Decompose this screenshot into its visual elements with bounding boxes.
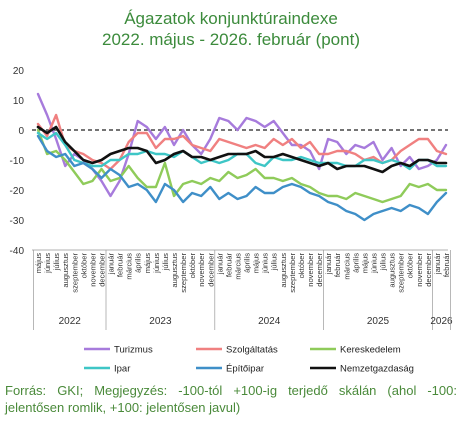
y-tick-label: -20	[10, 186, 25, 197]
x-tick-label: október	[188, 253, 197, 279]
x-tick-label: június	[261, 253, 270, 274]
x-tick-label: augusztus	[61, 253, 70, 288]
footer-note: Forrás: GKI; Megjegyzés: -100-tól +100-i…	[5, 383, 457, 415]
x-tick-label: január	[107, 253, 116, 276]
x-tick-label: augusztus	[388, 253, 397, 288]
chart-title-line1: Ágazatok konjunktúraindexe	[124, 9, 338, 28]
series-line-Építőipar	[36, 134, 448, 222]
series-line-Szolgáltatás	[36, 113, 448, 171]
x-tick-label: március	[342, 253, 351, 280]
series-line-Turizmus	[36, 92, 448, 198]
x-tick-label: augusztus	[279, 253, 288, 288]
x-tick-label: február	[224, 253, 233, 278]
x-tick-label: szeptember	[179, 253, 188, 293]
series-line-Nemzetgazdaság	[36, 125, 448, 174]
y-tick-label: -40	[10, 246, 25, 257]
y-tick-label: 0	[18, 126, 24, 137]
legend-label: Nemzetgazdaság	[340, 364, 414, 375]
year-label: 2026	[430, 316, 453, 327]
x-tick-label: március	[125, 253, 134, 280]
x-tick-label: szeptember	[288, 253, 297, 293]
series-line-Ipar	[36, 131, 448, 171]
x-tick-label: május	[34, 253, 43, 273]
legend-label: Szolgáltatás	[226, 345, 278, 356]
x-tick-label: november	[415, 253, 424, 287]
x-tick-label: június	[43, 253, 52, 274]
legend-label: Turizmus	[114, 345, 153, 356]
x-tick-label: április	[134, 253, 143, 273]
x-tick-label: február	[333, 253, 342, 278]
year-label: 2024	[258, 316, 281, 327]
x-tick-label: december	[97, 253, 106, 287]
legend-label: Kereskedelem	[340, 345, 401, 356]
legend-label: Építőipar	[226, 364, 264, 375]
x-tick-label: július	[52, 253, 61, 272]
y-tick-label: 20	[13, 66, 25, 77]
x-tick-label: január	[324, 253, 333, 276]
x-tick-label: október	[297, 253, 306, 279]
x-tick-label: január	[215, 253, 224, 276]
x-tick-label: január	[433, 253, 442, 276]
x-tick-label: május	[143, 253, 152, 273]
x-tick-label: május	[360, 253, 369, 273]
x-tick-label: szeptember	[397, 253, 406, 293]
year-label: 2025	[367, 316, 390, 327]
x-tick-label: július	[270, 253, 279, 272]
x-tick-label: december	[206, 253, 215, 287]
x-tick-label: augusztus	[170, 253, 179, 288]
y-tick-label: 10	[13, 96, 25, 107]
x-tick-label: február	[442, 253, 451, 278]
chart-title-line2: 2022. május - 2026. február (pont)	[102, 30, 360, 49]
year-label: 2022	[59, 316, 82, 327]
chart-title: Ágazatok konjunktúraindexe 2022. május -…	[0, 8, 462, 50]
x-tick-label: november	[306, 253, 315, 287]
x-tick-label: február	[116, 253, 125, 278]
x-tick-label: július	[161, 253, 170, 272]
y-tick-label: -10	[10, 156, 25, 167]
x-tick-label: szeptember	[70, 253, 79, 293]
x-tick-label: június	[152, 253, 161, 274]
x-tick-label: április	[351, 253, 360, 273]
x-tick-label: november	[197, 253, 206, 287]
x-tick-label: november	[88, 253, 97, 287]
x-tick-label: december	[315, 253, 324, 287]
x-tick-label: október	[79, 253, 88, 279]
x-tick-label: április	[243, 253, 252, 273]
x-tick-label: december	[424, 253, 433, 287]
legend-label: Ipar	[114, 364, 130, 375]
x-tick-label: július	[379, 253, 388, 272]
x-tick-label: június	[369, 253, 378, 274]
year-label: 2023	[149, 316, 172, 327]
y-tick-label: -30	[10, 216, 25, 227]
x-tick-label: március	[233, 253, 242, 280]
x-tick-label: október	[406, 253, 415, 279]
x-tick-label: május	[252, 253, 261, 273]
